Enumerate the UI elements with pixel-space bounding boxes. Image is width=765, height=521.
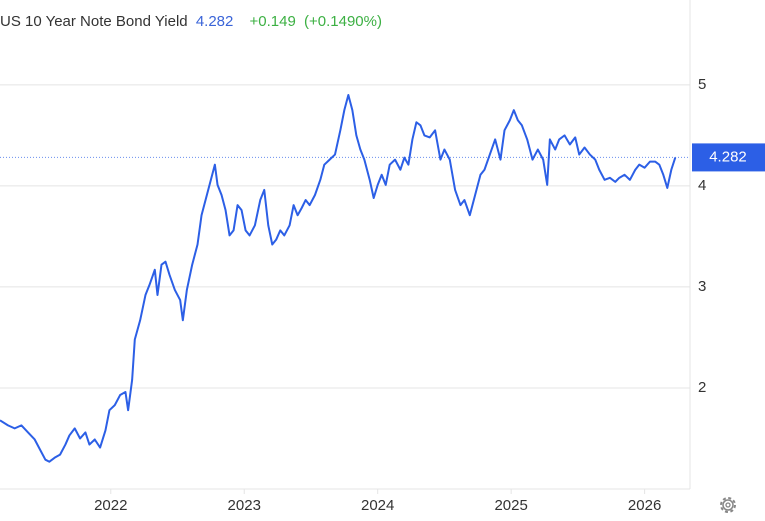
- gear-body: [722, 499, 734, 511]
- plot: [0, 93, 690, 463]
- change: +0.149: [250, 13, 296, 30]
- x-tick-label: 2024: [361, 497, 394, 514]
- change-percent: (+0.1490%): [304, 13, 382, 30]
- gear-hole: [725, 502, 731, 508]
- grid: [0, 84, 690, 494]
- x-tick-label: 2025: [494, 497, 527, 514]
- price-tag: [692, 143, 765, 172]
- y-tick-label: 2: [698, 379, 706, 396]
- y-tick-label: 3: [698, 278, 706, 295]
- chart-title: US 10 Year Note Bond Yield: [0, 13, 188, 30]
- yield-line: [0, 93, 677, 463]
- x-tick-label: 2022: [94, 497, 127, 514]
- header: US 10 Year Note Bond Yield 4.282 +0.149 …: [0, 13, 382, 30]
- x-tick-label: 2026: [628, 497, 661, 514]
- y-tick-label: 5: [698, 76, 706, 93]
- x-tick-label: 2023: [228, 497, 261, 514]
- price: 4.282: [196, 13, 234, 30]
- price-tag-label: 4.282: [709, 148, 747, 165]
- settings-icon[interactable]: [720, 497, 736, 513]
- gear-teeth: [720, 497, 736, 513]
- y-tick-label: 4: [698, 177, 706, 194]
